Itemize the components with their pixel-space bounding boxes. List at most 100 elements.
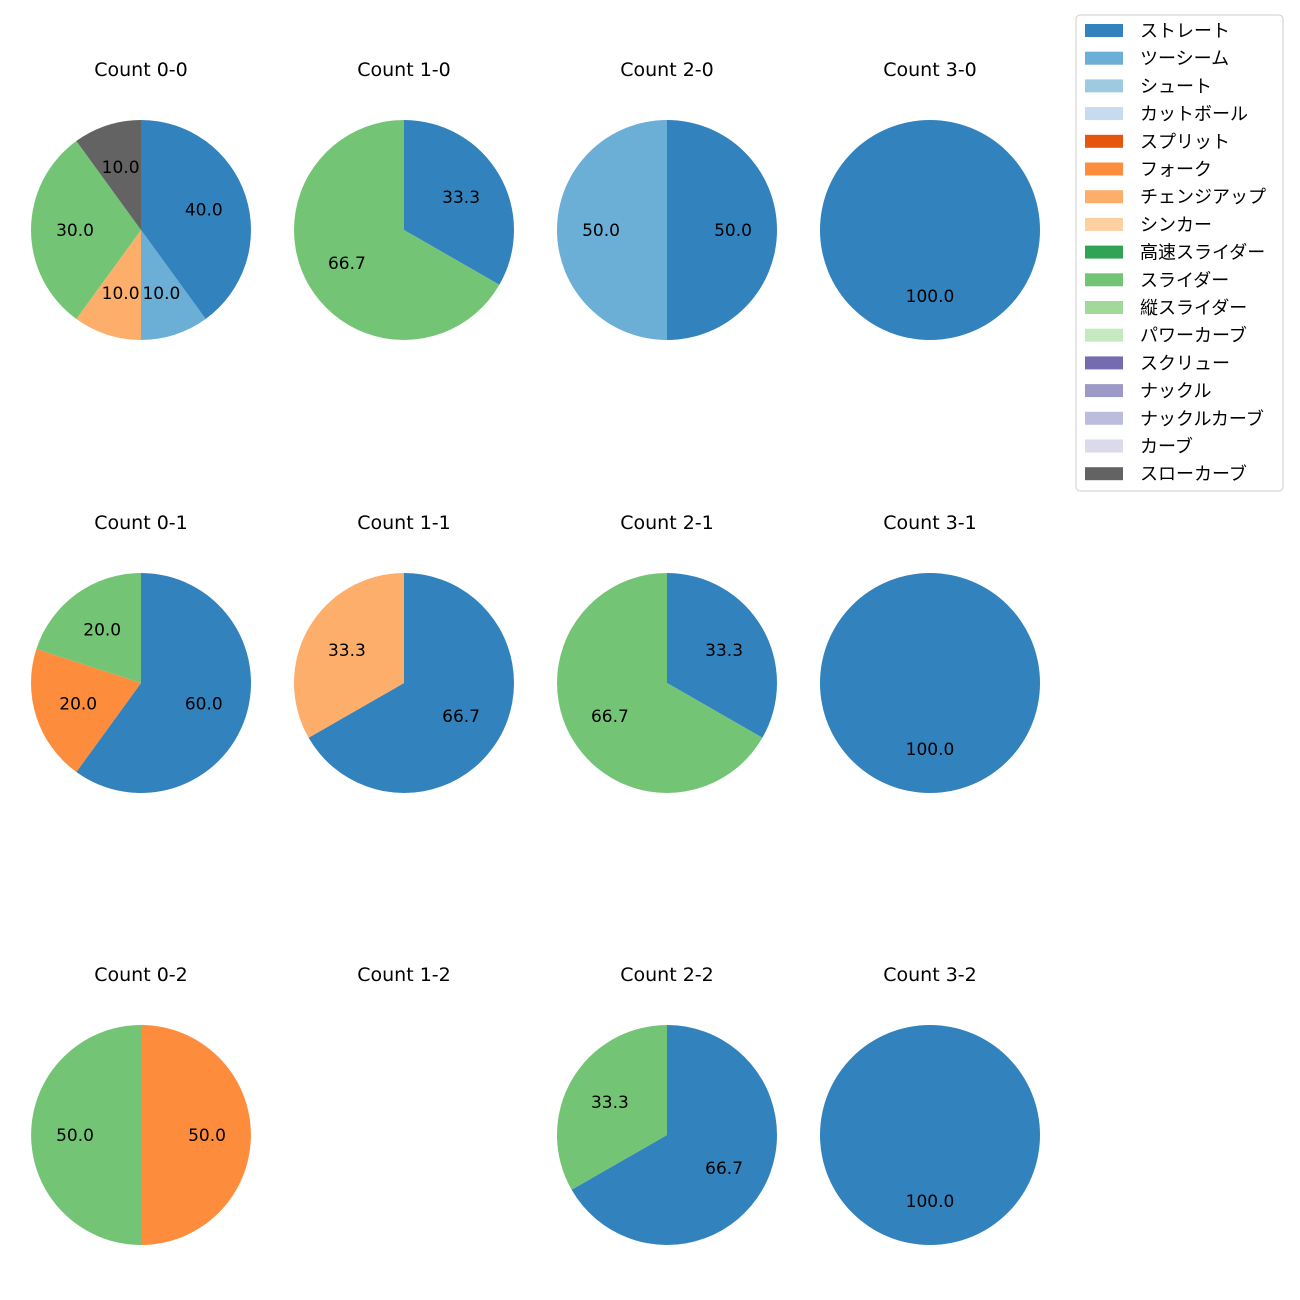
pie-slice bbox=[667, 120, 777, 340]
pie-slice bbox=[30, 141, 142, 319]
pie-slice-label: 20.0 bbox=[83, 621, 121, 641]
pie-title: Count 0-0 bbox=[94, 59, 188, 81]
pie-slice-label: 33.3 bbox=[442, 188, 480, 208]
legend-label: ナックルカーブ bbox=[1140, 408, 1264, 430]
pie-slice bbox=[76, 120, 141, 230]
pie-slice bbox=[36, 573, 141, 683]
legend-swatch bbox=[1085, 356, 1123, 370]
pie-panel: Count 0-040.010.010.030.010.0 bbox=[30, 59, 252, 340]
pie-title: Count 1-1 bbox=[357, 512, 451, 534]
pie-slice-label: 50.0 bbox=[714, 221, 752, 241]
pie-title: Count 0-1 bbox=[94, 512, 188, 534]
pie-panel: Count 1-1 66.7 33.3 bbox=[293, 512, 514, 793]
pie-slice bbox=[557, 573, 763, 793]
legend-label: パワーカーブ bbox=[1140, 325, 1247, 347]
pie-slice bbox=[571, 1025, 777, 1245]
pie-panel: Count 1-2 bbox=[357, 964, 451, 986]
pie-slice-label: 40.0 bbox=[185, 201, 223, 221]
pie-title: Count 0-2 bbox=[94, 964, 188, 986]
pie-slice bbox=[76, 230, 141, 340]
pie-slice bbox=[141, 230, 206, 340]
legend-swatch bbox=[1085, 24, 1123, 37]
legend-swatch bbox=[1085, 411, 1123, 425]
legend-swatch bbox=[1085, 190, 1123, 204]
legend-swatch bbox=[1085, 467, 1123, 481]
pie-title: Count 1-0 bbox=[357, 59, 451, 81]
legend-swatch bbox=[1085, 273, 1123, 287]
legend-label: ナックル bbox=[1140, 381, 1211, 402]
legend-label: 縦スライダー bbox=[1140, 298, 1247, 319]
pie-slice-label: 33.3 bbox=[705, 641, 743, 661]
legend-swatch bbox=[1085, 217, 1123, 231]
pie-panel: Count 0-1 60.0 20.0 20.0 bbox=[30, 512, 251, 793]
legend-label: カットボール bbox=[1140, 104, 1248, 125]
pie-panel: Count 3-2 100.0 bbox=[820, 964, 1040, 1245]
pie-title: Count 3-2 bbox=[883, 964, 977, 986]
legend: ストレートツーシームシュートカットボールスプリットフォークチェンジアップシンカー… bbox=[1075, 14, 1284, 492]
pie-panel: Count 2-2 66.7 33.3 bbox=[556, 964, 777, 1245]
pie-slice-label: 66.7 bbox=[328, 254, 366, 274]
pie-slice bbox=[294, 120, 500, 340]
legend-label: フォーク bbox=[1140, 160, 1212, 181]
legend-label: ストレート bbox=[1140, 21, 1230, 42]
pie-slice bbox=[404, 120, 515, 285]
legend-label: シュート bbox=[1140, 76, 1212, 97]
legend-label: スローカーブ bbox=[1140, 463, 1247, 485]
pie-slice-label: 50.0 bbox=[188, 1126, 226, 1146]
legend-label: チェンジアップ bbox=[1140, 187, 1266, 208]
pie-slice-label: 50.0 bbox=[56, 1126, 94, 1146]
legend-label: スプリット bbox=[1140, 132, 1230, 153]
pie-slice-label: 30.0 bbox=[56, 221, 94, 241]
pie-title: Count 3-1 bbox=[883, 512, 977, 534]
pie-slice-label: 66.7 bbox=[705, 1159, 743, 1179]
legend-swatch bbox=[1085, 134, 1123, 148]
legend-label: シンカー bbox=[1140, 215, 1212, 236]
pie-slice bbox=[667, 573, 778, 738]
legend-label: カーブ bbox=[1140, 436, 1193, 458]
pie-panel: Count 1-0 33.3 66.7 bbox=[294, 59, 515, 340]
pie-title: Count 2-0 bbox=[620, 59, 714, 81]
pie-slice-label: 60.0 bbox=[185, 694, 223, 714]
legend-swatch bbox=[1085, 384, 1123, 398]
pie-title: Count 1-2 bbox=[357, 964, 451, 986]
pie-slice-label: 100.0 bbox=[906, 740, 955, 760]
legend-label: ツーシーム bbox=[1140, 49, 1229, 70]
legend-label: 高速スライダー bbox=[1140, 243, 1265, 264]
pie-slice-label: 20.0 bbox=[59, 694, 97, 714]
pie-slice-label: 100.0 bbox=[906, 287, 955, 307]
pie-panel: Count 0-2 50.0 50.0 bbox=[31, 964, 251, 1245]
pie-slice bbox=[141, 1025, 251, 1245]
legend-swatch bbox=[1085, 107, 1123, 121]
pie-slice-label: 10.0 bbox=[102, 158, 140, 178]
pie-slice-label: 33.3 bbox=[591, 1093, 629, 1113]
pie-panel: Count 2-1 33.3 66.7 bbox=[557, 512, 778, 793]
pie-slice bbox=[820, 120, 1040, 340]
legend-swatch bbox=[1085, 162, 1123, 176]
pie-panel: Count 3-0 100.0 bbox=[820, 59, 1040, 340]
pie-slice bbox=[820, 1025, 1040, 1245]
legend-frame bbox=[1075, 14, 1284, 492]
pie-slice-label: 100.0 bbox=[906, 1192, 955, 1212]
pie-slice-label: 33.3 bbox=[328, 641, 366, 661]
legend-label: スクリュー bbox=[1140, 353, 1230, 374]
pie-slice bbox=[820, 573, 1040, 793]
pie-slice-label: 66.7 bbox=[591, 707, 629, 727]
pie-title: Count 2-2 bbox=[620, 964, 714, 986]
pie-slice bbox=[557, 120, 667, 340]
pie-slice-label: 10.0 bbox=[142, 284, 180, 304]
pie-title: Count 3-0 bbox=[883, 59, 977, 81]
pie-panel: Count 3-1 100.0 bbox=[820, 512, 1040, 793]
legend-swatch bbox=[1085, 328, 1123, 342]
legend-swatch bbox=[1085, 79, 1123, 93]
legend-swatch bbox=[1085, 439, 1123, 453]
pie-slice bbox=[30, 649, 142, 772]
pie-slice bbox=[293, 573, 404, 738]
pie-slice-label: 50.0 bbox=[582, 221, 620, 241]
legend-label: スライダー bbox=[1140, 270, 1229, 291]
legend-swatch bbox=[1085, 245, 1123, 259]
pie-slice bbox=[141, 120, 252, 319]
legend-swatch bbox=[1085, 51, 1123, 65]
pie-panel: Count 2-0 50.0 50.0 bbox=[557, 59, 777, 340]
pie-slice bbox=[556, 1025, 667, 1190]
